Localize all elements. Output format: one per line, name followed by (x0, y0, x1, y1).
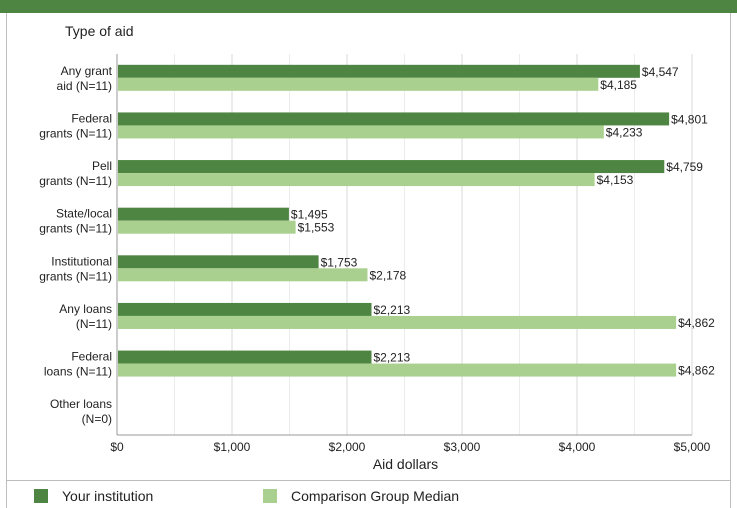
x-tick-label: $0 (110, 440, 124, 454)
category-label: State/local (56, 207, 112, 221)
data-label: $4,185 (600, 78, 637, 92)
x-tick-label: $2,000 (329, 440, 366, 454)
bar-your-institution (118, 207, 289, 221)
bar-comparison-median (118, 125, 604, 139)
x-tick-label: $4,000 (559, 440, 596, 454)
x-axis-label: Aid dollars (373, 456, 438, 472)
category-label: Any loans (59, 302, 112, 316)
bar-your-institution (118, 255, 319, 269)
category-label: grants (N=11) (39, 174, 112, 188)
x-tick-label: $5,000 (674, 440, 711, 454)
bar-your-institution (118, 160, 665, 174)
bar-comparison-median (118, 268, 368, 282)
chart-legend: Your institution Comparison Group Median (6, 481, 731, 508)
header-band (0, 0, 737, 13)
category-label: Any grant (61, 64, 113, 78)
category-label: Other loans (50, 397, 112, 411)
category-label: (N=0) (82, 412, 112, 426)
data-label: $4,801 (671, 112, 708, 126)
data-label: $2,178 (369, 268, 406, 282)
legend-swatch-comparison-group (263, 489, 277, 503)
bar-comparison-median (118, 315, 677, 329)
category-label: grants (N=11) (39, 126, 112, 140)
category-label: Federal (71, 350, 112, 364)
category-label: (N=11) (76, 317, 112, 331)
bar-comparison-median (118, 363, 677, 377)
data-label: $2,213 (373, 351, 410, 365)
chart-title: Type of aid (65, 23, 134, 39)
data-label: $1,495 (291, 208, 328, 222)
bar-your-institution (118, 302, 372, 316)
data-label: $1,553 (298, 221, 335, 235)
legend-label: Comparison Group Median (291, 488, 460, 504)
bar-comparison-median (118, 220, 296, 234)
bar-your-institution (118, 112, 670, 126)
category-label: Institutional (51, 254, 112, 268)
data-label: $4,862 (678, 364, 715, 378)
data-label: $4,547 (642, 65, 679, 79)
category-label: loans (N=11) (44, 365, 112, 379)
bar-your-institution (118, 350, 372, 364)
legend-swatch-your-institution (34, 489, 48, 503)
category-label: grants (N=11) (39, 222, 112, 236)
bar-comparison-median (118, 77, 599, 91)
x-tick-label: $3,000 (444, 440, 481, 454)
data-label: $4,233 (606, 125, 643, 139)
data-label: $4,759 (666, 160, 703, 174)
category-label: aid (N=11) (57, 79, 112, 93)
x-tick-label: $1,000 (214, 440, 251, 454)
data-label: $2,213 (373, 303, 410, 317)
category-label: grants (N=11) (39, 269, 112, 283)
legend-label: Your institution (62, 488, 154, 504)
category-label: Pell (92, 159, 112, 173)
category-label: Federal (71, 111, 112, 125)
data-label: $1,753 (321, 255, 358, 269)
chart-area: Type of aid Any grant aid (N=11) $4,547 $4,1… (6, 13, 731, 481)
bar-comparison-median (118, 173, 595, 187)
data-label: $4,862 (678, 316, 715, 330)
data-label: $4,153 (597, 173, 634, 187)
bar-your-institution (118, 64, 640, 78)
